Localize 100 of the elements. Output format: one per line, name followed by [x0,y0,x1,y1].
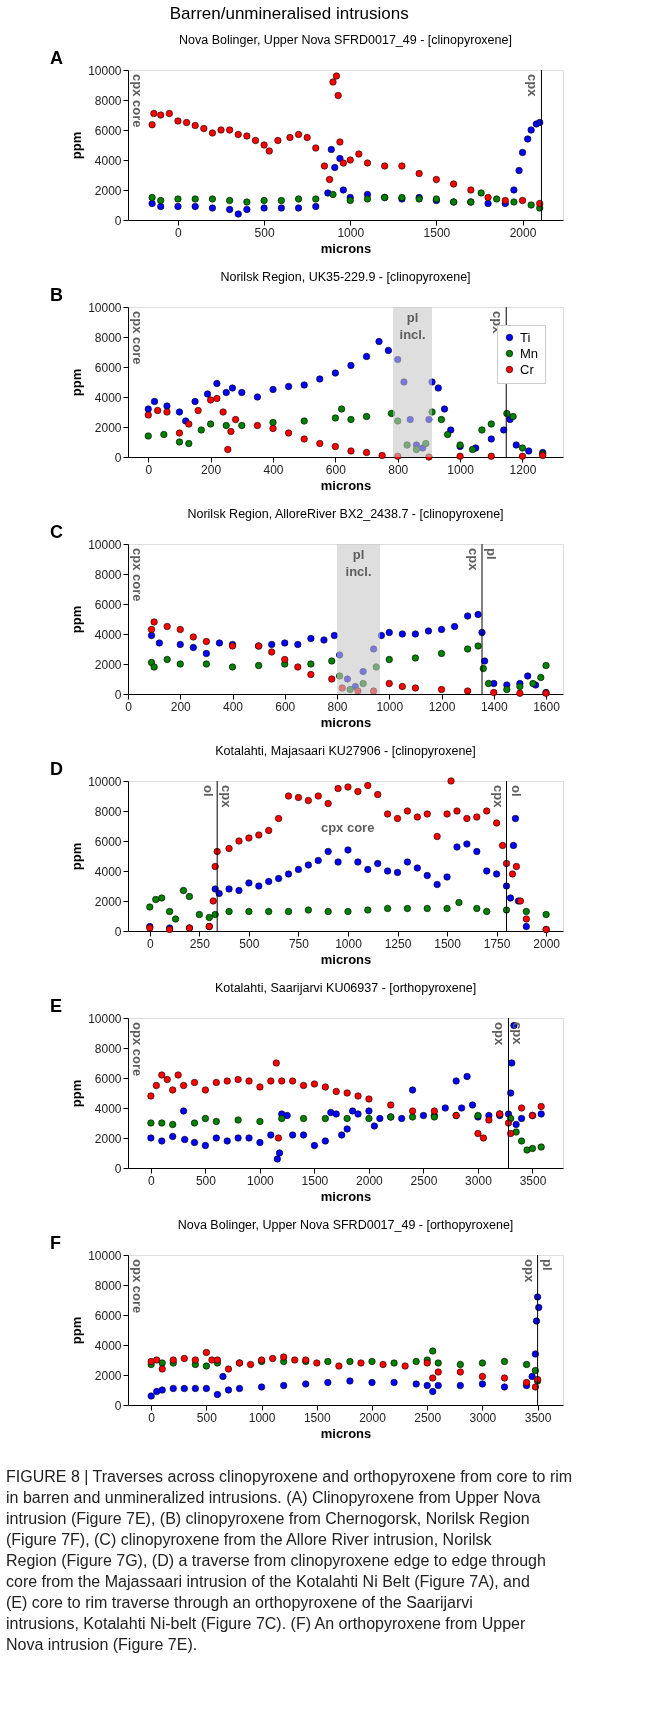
y-tick-label: 0 [114,450,122,465]
x-tick-label: 0 [148,1173,156,1188]
y-tick-label: 6000 [94,1071,122,1086]
x-tick-label: 500 [196,1410,218,1425]
x-tick-label: 500 [195,1173,217,1188]
y-tick-label: 8000 [94,330,122,345]
x-tick-label: 2000 [509,225,537,240]
x-tick-label: 200 [170,699,192,714]
text: B [50,285,63,305]
x-tick-label: 600 [325,462,347,477]
y-tick-label: 4000 [94,864,122,879]
legend-label: Mn [520,345,539,361]
annotation: pl [539,1259,555,1271]
legend-label: Cr [520,361,535,377]
annotation: cpx core [130,74,145,128]
ref-line-label: ol [201,785,217,797]
y-tick-label: 0 [114,687,122,702]
x-tick-label: 0 [148,1410,156,1425]
x-tick-label: 500 [254,225,275,240]
x-tick-label: 3000 [465,1173,493,1188]
ref-line-label: opx [492,1022,508,1046]
chart-title: Norilsk Region, UK35-229.9 - [clinopyroxene] [220,269,471,284]
y-tick-label: 6000 [94,597,122,612]
y-tick-label: 0 [114,1161,122,1176]
y-tick-label: 6000 [94,360,122,375]
y-tick-label: 10000 [88,1011,122,1026]
x-axis-title: microns [320,477,372,493]
x-tick-label: 800 [327,699,348,714]
y-tick-label: 10000 [88,300,122,315]
x-tick-label: 750 [288,936,310,951]
annotation: cpx [219,785,235,809]
x-tick-label: 600 [275,699,296,714]
annotation: cpx core [130,311,145,365]
x-tick-label: 500 [239,936,260,951]
y-tick-label: 0 [114,924,122,939]
y-axis-title: ppm [69,1079,85,1108]
text: A [50,48,63,68]
x-tick-label: 1500 [423,225,451,240]
y-tick-label: 10000 [88,774,122,789]
legend-label: Ti [520,329,531,345]
x-tick-label: 1000 [248,1410,276,1425]
y-axis-title: ppm [69,368,85,397]
x-tick-label: 0 [175,225,183,240]
x-tick-label: 1000 [337,225,365,240]
x-tick-label: 400 [222,699,244,714]
x-tick-label: 400 [263,462,284,477]
chart-title: Kotalahti, Saarijarvi KU06937 - [orthopyroxene] [214,980,477,995]
text: E [50,996,63,1016]
annotation: cpx core [130,548,145,602]
y-tick-label: 6000 [94,123,122,138]
x-tick-label: 800 [388,462,409,477]
x-tick-label: 3500 [519,1173,547,1188]
ref-line-label: cpx [466,548,482,572]
y-tick-label: 4000 [94,153,122,168]
x-tick-label: 0 [145,462,153,477]
x-tick-label: 1200 [509,462,537,477]
ref-line-label: cpx [525,74,541,98]
x-tick-label: 1000 [376,699,404,714]
y-tick-label: 8000 [94,93,122,108]
x-axis-title: microns [320,240,372,256]
annotation: opx core [130,1022,145,1077]
ref-line-label: cpx [490,785,506,809]
y-tick-label: 10000 [88,1248,122,1263]
y-tick-label: 8000 [94,1041,122,1056]
y-tick-label: 4000 [94,1101,122,1116]
x-tick-label: 1600 [533,699,561,714]
annotation: cpx [510,1022,526,1046]
y-tick-label: 8000 [94,567,122,582]
x-tick-label: 3000 [469,1410,497,1425]
y-tick-label: 2000 [94,1131,122,1146]
x-tick-label: 1500 [303,1410,331,1425]
x-tick-label: 1000 [447,462,475,477]
y-tick-label: 0 [114,1398,122,1413]
y-tick-label: 6000 [94,834,122,849]
y-tick-label: 2000 [94,420,122,435]
y-tick-label: 10000 [88,537,122,552]
annotation: cpx core [320,819,375,835]
x-tick-label: 2000 [533,936,561,951]
x-tick-label: 2500 [410,1173,438,1188]
x-axis-title: microns [320,951,372,967]
y-tick-label: 2000 [94,1368,122,1383]
x-axis-title: microns [320,714,372,730]
y-tick-label: 4000 [94,390,122,405]
y-axis-title: ppm [69,842,85,871]
y-tick-label: 8000 [94,804,122,819]
text: FIGURE 8 | Traverses across clinopyroxene and orthopyroxene from core to rim in barren and unmineralized intrusions. (A) Clinopyroxene from Upper Nova intrusion (Figure 7E), (B) clinopyroxene from Chernogorsk, Norilsk Region (Figure 7F), (C) clinopyroxene from the Allore River intrusion, Norilsk Region (Figure 7G), (D) a traverse from clinopyroxene edge to edge through core from the Majassaari intrusion of the Kotalahti Ni Belt (Figure 7A), and (E) core to rim traverse through an orthopyroxene of the Saarijarvi intrusions, Kotalahti Ni-belt (Figure 7C). (F) An orthopyroxene from Upper Nova intrusion (Figure 7E). [6,1468,573,1653]
annotation: opx core [130,1259,145,1314]
y-tick-label: 4000 [94,627,122,642]
x-tick-label: 1500 [301,1173,329,1188]
x-axis-title: microns [320,1188,372,1204]
y-tick-label: 8000 [94,1278,122,1293]
x-tick-label: 1000 [247,1173,275,1188]
annotation: pl [484,548,500,560]
x-tick-label: 0 [125,699,133,714]
y-tick-label: 10000 [88,63,122,78]
y-tick-label: 2000 [94,183,122,198]
y-axis-title: ppm [69,131,85,160]
x-tick-label: 1400 [480,699,508,714]
band-label: pl incl. [345,547,372,579]
y-tick-label: 6000 [94,1308,122,1323]
